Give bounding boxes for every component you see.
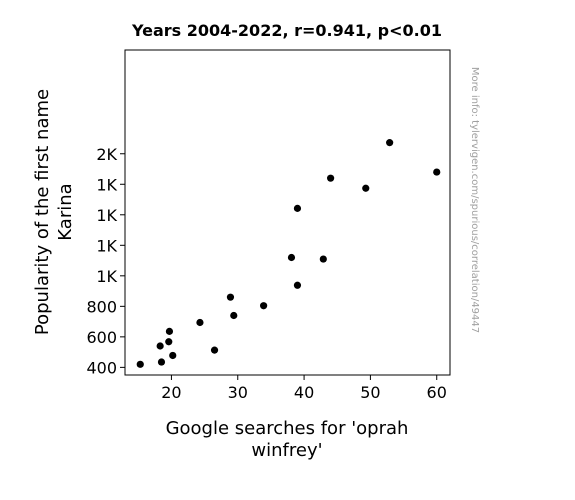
data-point	[260, 302, 268, 310]
data-point	[165, 327, 174, 335]
data-point	[293, 281, 302, 289]
data-point	[287, 253, 296, 262]
data-point	[136, 360, 144, 368]
y-tick-label: 600	[86, 328, 117, 347]
data-point	[327, 174, 335, 182]
y-tick-label: 1K	[96, 175, 117, 194]
y-tick-label: 1K	[96, 267, 117, 286]
data-point	[433, 168, 441, 176]
x-tick-label: 50	[360, 383, 380, 402]
y-axis: 400 600 800 1K 1K 1K 1K 2K	[86, 145, 125, 377]
data-point	[362, 184, 370, 192]
y-tick-label: 1K	[96, 206, 117, 225]
data-point	[386, 139, 394, 147]
y-tick-label: 800	[86, 297, 117, 316]
plot-area-frame	[124, 49, 451, 376]
data-point	[226, 293, 235, 301]
x-tick-label: 30	[228, 383, 248, 402]
y-tick-label: 2K	[96, 145, 117, 164]
x-axis-label-line-1: Google searches for 'oprah	[166, 418, 409, 439]
data-point	[156, 342, 164, 350]
data-point	[293, 204, 302, 212]
y-axis-label-line-1: Popularity of the first name	[32, 89, 53, 335]
data-point	[210, 346, 219, 354]
data-point	[230, 311, 238, 320]
x-tick-label: 20	[161, 383, 181, 402]
chart-title: Years 2004-2022, r=0.941, p<0.01	[131, 21, 442, 40]
x-tick-label: 60	[427, 383, 447, 402]
x-tick-label: 40	[294, 383, 314, 402]
data-points	[136, 139, 441, 368]
data-point	[196, 318, 204, 327]
y-tick-label: 400	[86, 358, 117, 377]
y-axis-label-line-2: Karina	[55, 183, 76, 240]
y-tick-label: 1K	[96, 236, 117, 255]
data-point	[169, 351, 177, 360]
x-axis-label-line-2: winfrey'	[251, 440, 322, 461]
data-point	[165, 338, 173, 346]
source-watermark: More info: tylervigen.com/spurious/corre…	[469, 67, 480, 333]
data-point	[319, 255, 327, 263]
data-point	[157, 358, 166, 366]
x-axis: 20 30 40 50 60	[161, 375, 447, 402]
